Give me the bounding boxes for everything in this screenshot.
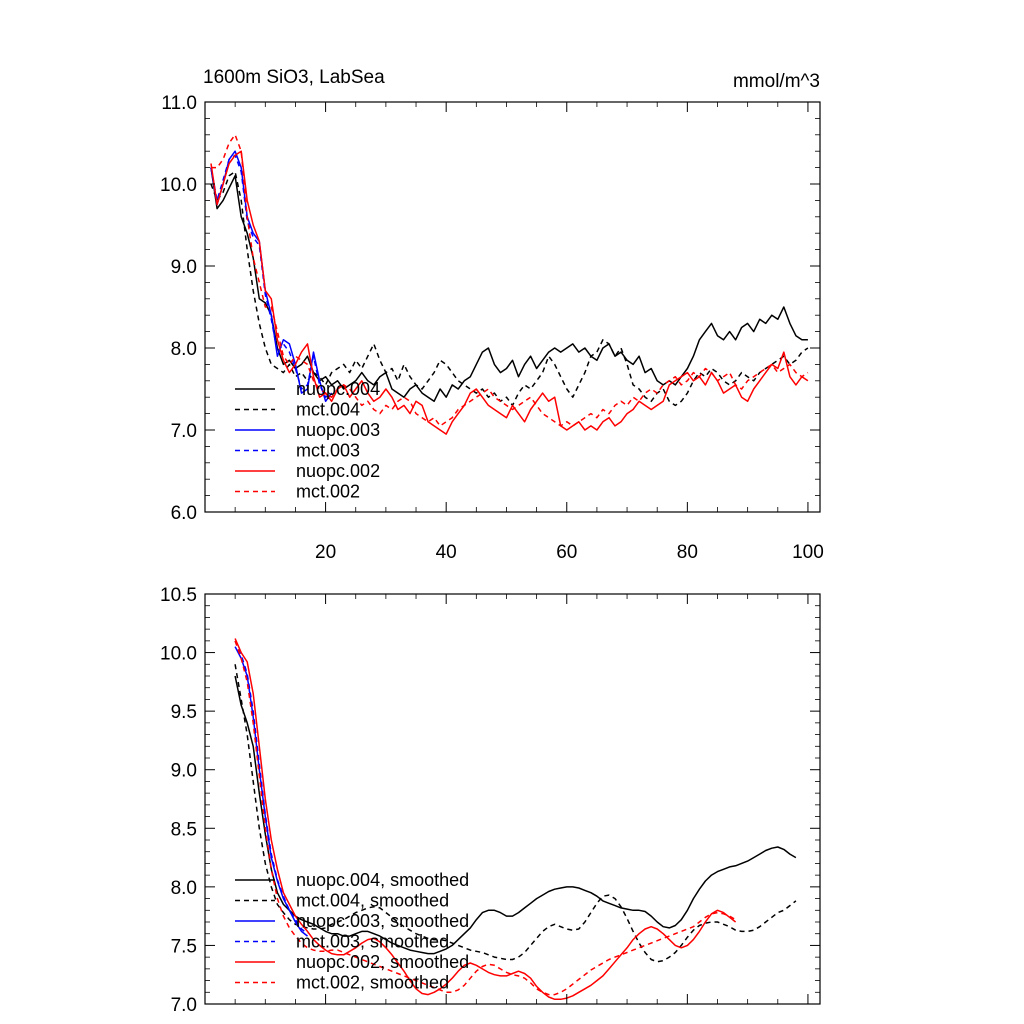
bottom-plot-frame <box>204 593 821 1005</box>
y-tick-label: 11.0 <box>161 93 197 114</box>
y-tick-label: 10.0 <box>160 175 197 196</box>
top-series-layer <box>210 134 809 435</box>
top-tick-layer: 6.0 7.0 8.0 9.0 10.0 11.0 20 40 60 80 100 <box>160 93 824 563</box>
series-line-mct-003 <box>210 154 333 398</box>
series-line-nuopc-002 <box>210 150 809 435</box>
legend-label: mct.003, smoothed <box>296 932 449 952</box>
bottom-tick-layer: 7.0 7.5 8.0 8.5 9.0 9.5 10.0 10.5 <box>160 585 820 1016</box>
y-tick-label: 9.0 <box>171 257 197 278</box>
legend-label: nuopc.003 <box>296 420 380 440</box>
series-line-mct-002-smoothed <box>234 640 736 996</box>
top-plot-frame <box>204 101 821 513</box>
y-tick-label: 7.0 <box>171 421 197 442</box>
bottom-series-layer <box>234 638 797 1001</box>
y-tick-label: 9.0 <box>171 761 197 782</box>
x-tick-label: 100 <box>792 542 824 563</box>
legend-label: nuopc.003, smoothed <box>296 911 469 931</box>
series-line-nuopc-004 <box>210 167 808 403</box>
series-line-nuopc-002-smoothed <box>234 638 737 1001</box>
y-tick-label: 7.0 <box>171 995 197 1016</box>
legend-label: mct.002, smoothed <box>296 973 449 993</box>
legend-label: mct.004, smoothed <box>296 891 449 911</box>
y-tick-label: 7.5 <box>171 936 197 957</box>
legend-label: nuopc.004, smoothed <box>296 870 469 890</box>
y-tick-label: 6.0 <box>171 503 197 524</box>
legend-label: nuopc.002 <box>296 461 380 481</box>
y-tick-label: 8.5 <box>171 819 197 840</box>
y-tick-label: 10.0 <box>160 644 197 665</box>
series-line-nuopc-004-smoothed <box>234 675 797 955</box>
x-tick-label: 40 <box>436 542 457 563</box>
top-legend: nuopc.004mct.004nuopc.003mct.003nuopc.00… <box>235 379 380 502</box>
y-tick-label: 8.0 <box>171 339 197 360</box>
bottom-panel: 7.0 7.5 8.0 8.5 9.0 9.5 10.0 10.5 nuopc.004, sm… <box>160 585 821 1016</box>
series-line-mct-004 <box>210 170 809 407</box>
y-tick-label: 8.0 <box>171 878 197 899</box>
series-line-mct-003-smoothed <box>234 640 308 935</box>
y-tick-label: 10.5 <box>160 585 197 606</box>
top-panel: 1600m SiO3, LabSea mmol/m^3 6.0 7.0 8.0 9.0… <box>160 67 824 563</box>
x-tick-label: 60 <box>556 542 577 563</box>
legend-label: nuopc.004 <box>296 379 380 399</box>
legend-label: mct.002 <box>296 482 360 502</box>
x-tick-label: 20 <box>315 542 336 563</box>
legend-label: mct.003 <box>296 441 360 461</box>
legend-label: mct.004 <box>296 400 360 420</box>
top-panel-units: mmol/m^3 <box>733 71 820 92</box>
top-panel-title: 1600m SiO3, LabSea <box>203 67 385 88</box>
legend-label: nuopc.002, smoothed <box>296 952 469 972</box>
series-line-mct-002 <box>211 134 809 427</box>
x-tick-label: 80 <box>677 542 698 563</box>
y-tick-label: 9.5 <box>171 702 197 723</box>
